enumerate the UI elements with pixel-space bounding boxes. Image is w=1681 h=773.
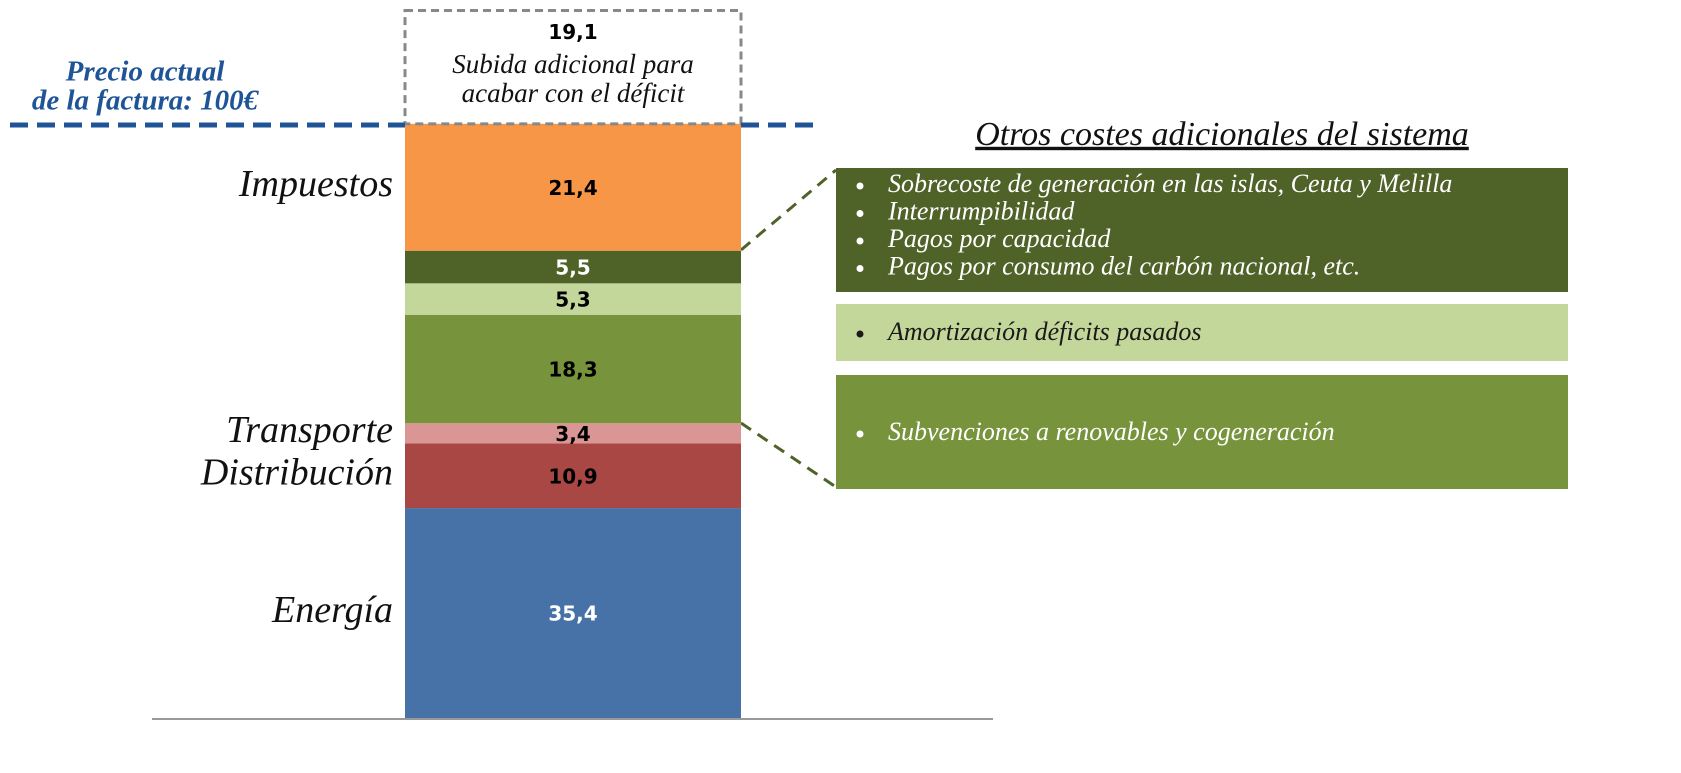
bullet: [856, 237, 864, 245]
bullet: [856, 265, 864, 272]
bullet: [856, 182, 864, 190]
bar-segment: [405, 250, 741, 284]
reference-label: de la factura: 100€: [32, 85, 260, 117]
bullet: [856, 430, 864, 438]
info-item: Subvenciones a renovables y cogeneración: [888, 417, 1335, 446]
annotation: Subida adicional para: [452, 49, 694, 79]
info-box: [836, 375, 1568, 489]
info-box: [836, 304, 1568, 361]
value-label: 3,4: [555, 422, 590, 446]
bar-segment: [405, 508, 741, 718]
value-label: 18,3: [548, 358, 597, 382]
category-label: Distribución: [200, 451, 393, 493]
bullet: [856, 330, 864, 338]
connector: [740, 168, 837, 252]
value-label: 35,4: [548, 602, 597, 626]
reference-label: Precio actual: [65, 56, 226, 88]
info-item: Pagos por capacidad: [887, 224, 1111, 253]
category-label: Transporte: [226, 409, 393, 451]
annotation: acabar con el déficit: [462, 78, 686, 108]
value-label: 10,9: [548, 464, 597, 488]
bar-segment: [405, 314, 741, 424]
info-box: [836, 168, 1568, 292]
additional-segment: [403, 9, 743, 126]
bar-segment: [405, 443, 741, 509]
bullet: [856, 210, 864, 217]
value-label: 21,4: [548, 176, 597, 200]
value-label: 5,3: [555, 288, 590, 312]
panel-title: Otros costes adicionales del sistema: [975, 116, 1469, 153]
value-label: 19,1: [548, 20, 597, 44]
info-item: Pagos por consumo del carbón nacional, e…: [887, 251, 1360, 280]
bar-segment: [405, 123, 741, 251]
bar-segment: [405, 423, 741, 444]
info-item: Amortización déficits pasados: [886, 317, 1201, 346]
category-label: Energía: [271, 589, 393, 631]
connector: [740, 421, 837, 489]
info-item: Sobrecoste de generación en las islas, C…: [888, 169, 1452, 198]
value-label: 5,5: [555, 256, 590, 280]
category-label: Impuestos: [238, 163, 393, 205]
info-item: Interrumpibilidad: [887, 196, 1075, 225]
bar-segment: [405, 283, 741, 315]
